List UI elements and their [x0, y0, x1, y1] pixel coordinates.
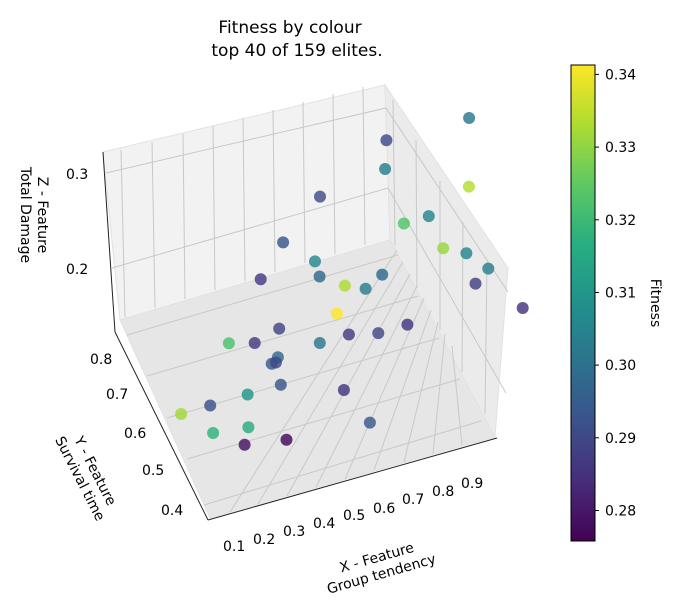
data-point [242, 421, 255, 434]
data-point [277, 236, 290, 249]
chart-title-line1: Fitness by colour [218, 18, 361, 38]
colorbar-tick-label: 0.34 [605, 67, 636, 83]
x-tick-labels: 0.1 0.2 0.3 0.4 0.5 0.6 0.7 0.8 0.9 [223, 476, 483, 555]
colorbar-gradient [570, 64, 596, 542]
x-tick-label: 0.2 [253, 532, 275, 548]
axes-3d [102, 83, 509, 521]
x-tick-label: 0.8 [432, 484, 454, 500]
x-tick-label: 0.6 [373, 501, 395, 517]
data-point [309, 255, 321, 268]
chart-title-line2: top 40 of 159 elites. [211, 41, 382, 61]
data-point [338, 279, 351, 292]
colorbar-tick-label: 0.32 [605, 213, 636, 229]
data-point [313, 270, 326, 283]
colorbar-tick-label: 0.29 [605, 431, 636, 447]
x-axis-label: X - Feature Group tendency [325, 540, 437, 598]
data-point [241, 388, 254, 401]
data-point [314, 190, 326, 203]
data-point [207, 427, 220, 439]
data-point [273, 322, 286, 335]
data-point [337, 384, 350, 396]
x-tick-label: 0.9 [461, 476, 483, 492]
data-point [359, 282, 372, 295]
data-point [516, 302, 529, 314]
data-point [376, 268, 389, 281]
x-tick-label: 0.1 [223, 539, 245, 555]
data-point [460, 247, 473, 260]
y-tick-label: 0.7 [106, 387, 128, 403]
data-point [274, 378, 287, 391]
z-tick-label: 0.2 [66, 262, 88, 278]
y-tick-label: 0.8 [90, 352, 112, 368]
axis-lines [102, 151, 498, 521]
data-point [397, 217, 410, 230]
data-point [254, 273, 267, 286]
data-point [372, 327, 385, 340]
data-point [379, 163, 392, 175]
colorbar-label: Fitness [647, 279, 663, 328]
x-tick-label: 0.7 [402, 492, 424, 508]
grid-lines [105, 86, 509, 513]
y-tick-label: 0.4 [161, 503, 183, 519]
z-axis-label-line2: Total Damage [17, 166, 33, 263]
data-point [482, 262, 495, 275]
x-tick-label: 0.3 [283, 524, 305, 540]
data-point [331, 307, 343, 320]
colorbar-tick-label: 0.31 [605, 286, 636, 302]
data-point [462, 180, 475, 193]
data-point [175, 408, 188, 420]
data-point [248, 337, 261, 349]
data-point [238, 438, 251, 451]
data-point [401, 318, 414, 331]
z-axis-label-line1: Z - Feature [34, 177, 50, 253]
colorbar-ticks: 0.28 0.29 0.30 0.31 0.32 0.33 0.34 [595, 67, 636, 520]
data-point [363, 416, 376, 429]
x-tick-label: 0.5 [343, 508, 365, 524]
colorbar-tick-label: 0.28 [605, 504, 636, 520]
data-point [204, 399, 217, 412]
data-point [222, 337, 235, 350]
data-point [313, 337, 326, 349]
z-tick-label: 0.3 [66, 167, 88, 183]
z-tick-labels: 0.2 0.3 [66, 167, 88, 278]
data-point [469, 277, 482, 290]
colorbar-tick-label: 0.30 [605, 358, 636, 374]
y-tick-label: 0.6 [124, 426, 146, 442]
y-tick-labels: 0.8 0.7 0.6 0.5 0.4 [90, 352, 183, 519]
data-point [437, 242, 450, 255]
data-point [422, 210, 435, 223]
y-tick-label: 0.5 [142, 463, 164, 479]
data-point [463, 112, 476, 124]
data-point [269, 356, 282, 369]
colorbar: 0.28 0.29 0.30 0.31 0.32 0.33 0.34 Fitness [570, 64, 663, 542]
x-tick-label: 0.4 [313, 516, 335, 532]
y-axis-label: Y - Feature Survival time [51, 433, 119, 524]
data-point [342, 328, 355, 341]
colorbar-tick-label: 0.33 [605, 140, 636, 156]
data-point [380, 134, 393, 147]
scatter-points [175, 112, 529, 451]
z-axis-label: Z - Feature Total Damage [17, 166, 50, 263]
data-point [280, 433, 293, 446]
